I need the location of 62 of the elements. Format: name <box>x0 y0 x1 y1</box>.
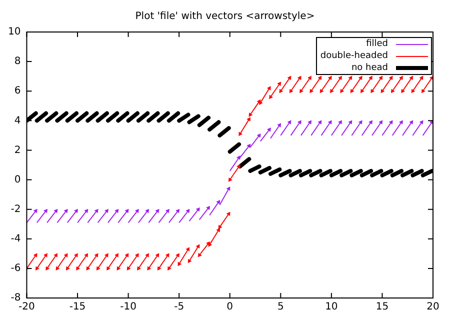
point <box>348 120 352 124</box>
point <box>318 120 322 124</box>
point <box>419 120 424 124</box>
point <box>277 123 282 128</box>
legend-label: filled <box>366 38 388 50</box>
y-tick-label: -4 <box>10 233 21 244</box>
point <box>114 208 119 214</box>
point <box>368 120 372 124</box>
point <box>64 208 68 214</box>
point <box>104 208 108 214</box>
legend-label: double-headed <box>320 50 388 62</box>
point <box>74 208 78 214</box>
y-tick-label: 2 <box>14 144 21 156</box>
point <box>196 207 200 212</box>
point <box>287 120 292 124</box>
point <box>388 120 393 124</box>
point <box>378 120 383 124</box>
point <box>246 144 251 148</box>
x-tick-label: 15 <box>376 302 389 313</box>
x-tick-label: 20 <box>426 302 440 313</box>
point <box>155 208 160 214</box>
y-tick-label: -8 <box>10 292 21 304</box>
point <box>256 133 261 138</box>
y-tick-label: 10 <box>8 26 21 38</box>
point <box>338 120 342 124</box>
point <box>33 208 38 214</box>
x-tick-label: -5 <box>174 302 184 313</box>
point <box>206 206 210 210</box>
point <box>84 208 88 214</box>
y-tick-label: -2 <box>10 204 21 215</box>
point <box>54 208 58 214</box>
point <box>297 120 302 124</box>
point <box>165 208 170 214</box>
point <box>226 186 230 191</box>
point <box>124 208 129 214</box>
point <box>328 120 332 124</box>
chart-title: Plot 'file' with vectors <arrowstyle> <box>134 11 316 22</box>
point <box>44 208 48 214</box>
point <box>409 120 414 124</box>
x-tick-label: 5 <box>277 302 284 313</box>
point <box>236 156 240 160</box>
point <box>266 128 272 132</box>
point <box>308 120 312 124</box>
y-tick-label: -6 <box>10 263 21 274</box>
point <box>358 120 362 124</box>
y-tick-label: 6 <box>14 86 21 97</box>
point <box>94 208 98 214</box>
point <box>145 208 150 214</box>
point <box>176 208 180 214</box>
y-tick-label: 4 <box>14 115 21 126</box>
point <box>216 200 220 204</box>
point <box>134 208 139 214</box>
x-tick-label: 0 <box>226 302 234 313</box>
y-tick-label: 0 <box>14 174 21 186</box>
y-tick-label: 8 <box>14 56 21 68</box>
point <box>399 120 403 124</box>
x-tick-label: -15 <box>69 302 86 313</box>
point <box>186 208 190 214</box>
x-tick-label: -20 <box>18 302 35 313</box>
x-tick-label: 10 <box>325 302 338 313</box>
legend-label: no head <box>351 62 388 74</box>
x-tick-label: -10 <box>120 302 136 313</box>
